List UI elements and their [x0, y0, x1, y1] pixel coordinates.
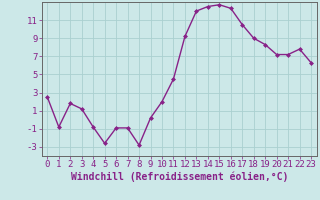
X-axis label: Windchill (Refroidissement éolien,°C): Windchill (Refroidissement éolien,°C)	[70, 172, 288, 182]
